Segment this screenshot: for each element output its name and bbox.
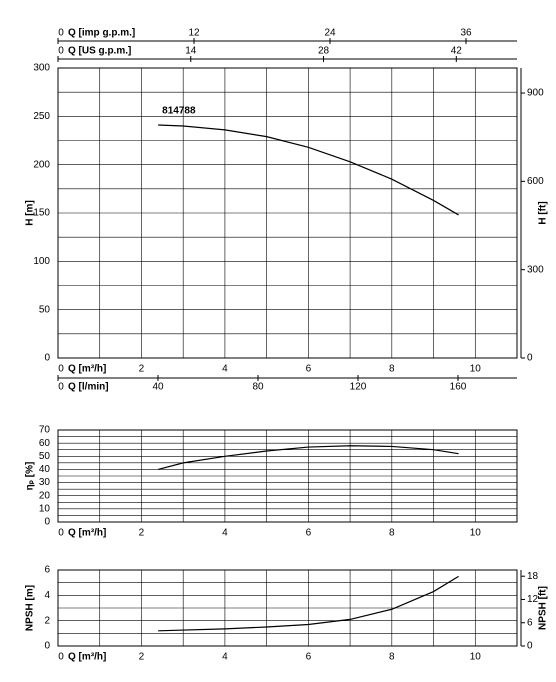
y-tick-label: 60	[39, 438, 51, 449]
x-tick-label: 10	[470, 652, 482, 663]
plot-frame	[57, 67, 518, 359]
y2-tick-label: 18	[527, 571, 539, 582]
secondary-tick-label: 120	[350, 382, 367, 393]
secondary-tick-label: 40	[152, 382, 164, 393]
y2-axis-label: NPSH [ft]	[538, 586, 549, 630]
secondary-axis-label: Q [l/min]	[68, 382, 109, 393]
x-tick-label: 8	[389, 528, 395, 539]
y-tick-label: 300	[33, 63, 50, 74]
y2-tick-label: 12	[527, 594, 539, 605]
x-tick-label: 8	[389, 652, 395, 663]
x-tick-label: 6	[306, 528, 312, 539]
y2-tick-label: 6	[527, 617, 533, 628]
x-tick-label: 0	[58, 528, 64, 539]
y-tick-label: 200	[33, 159, 50, 170]
x-tick-label: 2	[139, 652, 145, 663]
x-tick-label: 2	[139, 528, 145, 539]
y-tick-label: 0	[44, 353, 50, 364]
curve	[158, 124, 459, 216]
secondary-tick-label: 0	[58, 28, 64, 39]
x-tick-label: 0	[58, 652, 64, 663]
secondary-tick-label: 0	[58, 382, 64, 393]
secondary-tick-label: 160	[450, 382, 467, 393]
x-tick-label: 4	[222, 364, 228, 375]
plot-frame	[57, 569, 518, 647]
y-axis-label: H [m]	[25, 200, 36, 226]
secondary-tick-label: 12	[188, 28, 200, 39]
y-axis-label: ηₚ [%]	[25, 462, 36, 491]
y-tick-label: 250	[33, 111, 50, 122]
y-tick-label: 50	[39, 304, 51, 315]
x-tick-label: 0	[58, 364, 64, 375]
x-tick-label: 6	[306, 652, 312, 663]
y2-tick-label: 900	[527, 88, 544, 99]
x-axis-label: Q [m³/h]	[68, 652, 106, 663]
secondary-tick-label: 28	[318, 46, 330, 57]
curve	[158, 575, 459, 632]
y-tick-label: 4	[44, 590, 50, 601]
secondary-axis-label: Q [imp g.p.m.]	[68, 28, 135, 39]
y-tick-label: 0	[44, 517, 50, 528]
y2-axis-label: H [ft]	[538, 201, 549, 224]
x-tick-label: 10	[470, 364, 482, 375]
secondary-tick-label: 0	[58, 46, 64, 57]
y-tick-label: 6	[44, 565, 50, 576]
y-tick-label: 150	[33, 208, 50, 219]
y-tick-label: 2	[44, 615, 50, 626]
x-axis-label: Q [m³/h]	[68, 528, 106, 539]
y-tick-label: 70	[39, 425, 51, 436]
x-tick-label: 10	[470, 528, 482, 539]
y2-tick-label: 0	[527, 353, 533, 364]
x-tick-label: 2	[139, 364, 145, 375]
y-tick-label: 30	[39, 477, 51, 488]
secondary-tick-label: 24	[324, 28, 336, 39]
secondary-tick-label: 80	[252, 382, 264, 393]
curve	[157, 445, 459, 471]
y-tick-label: 10	[39, 503, 51, 514]
secondary-axis-label: Q [US g.p.m.]	[68, 46, 131, 57]
secondary-tick-label: 42	[451, 46, 463, 57]
x-tick-label: 8	[389, 364, 395, 375]
y-tick-label: 40	[39, 464, 51, 475]
x-axis-label: Q [m³/h]	[68, 364, 106, 375]
curve-label: 814788	[162, 106, 196, 117]
secondary-tick-label: 14	[185, 46, 197, 57]
y-tick-label: 20	[39, 490, 51, 501]
x-tick-label: 4	[222, 528, 228, 539]
secondary-tick-label: 36	[460, 28, 472, 39]
plot-frame	[57, 429, 518, 523]
y-tick-label: 100	[33, 256, 50, 267]
x-tick-label: 4	[222, 652, 228, 663]
y-tick-label: 50	[39, 451, 51, 462]
y-axis-label: NPSH [m]	[25, 585, 36, 631]
x-tick-label: 6	[306, 364, 312, 375]
y2-tick-label: 300	[527, 264, 544, 275]
y-tick-label: 0	[44, 641, 50, 652]
y2-tick-label: 600	[527, 176, 544, 187]
y2-tick-label: 0	[527, 641, 533, 652]
